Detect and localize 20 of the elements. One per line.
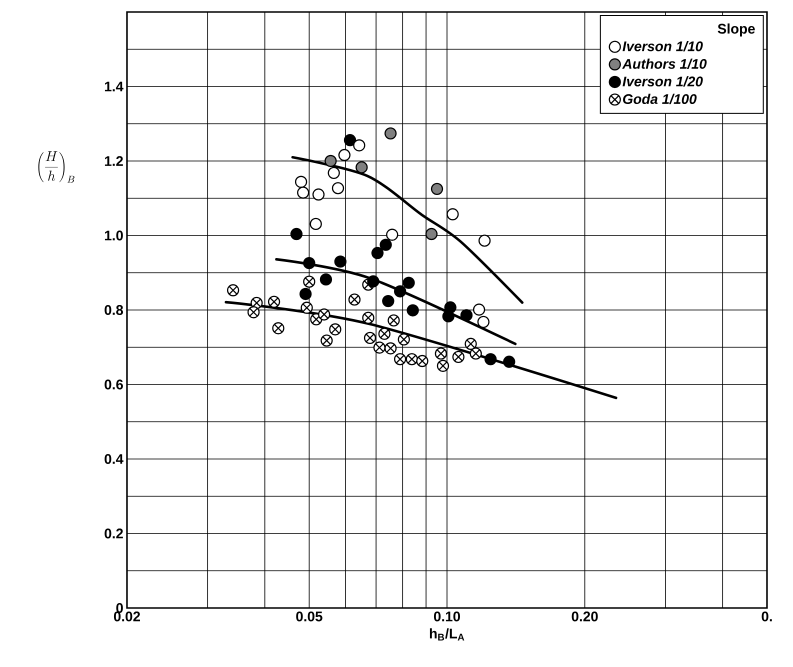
legend-title: Slope — [718, 23, 755, 36]
y-axis-title: $\left(\frac{H}{h}\right)_{B}$ — [38, 151, 74, 183]
x-tick-label: 0. — [762, 612, 772, 622]
legend-label: Iverson 1/20 — [622, 76, 703, 87]
legend-label: Goda 1/100 — [623, 94, 697, 104]
y-tick-label: 1.2 — [104, 156, 123, 166]
y-tick-label: 0.4 — [104, 454, 124, 464]
x-tick-label: 0.05 — [296, 612, 322, 622]
x-axis-title: h$_{B}$/L$_{A}$ — [430, 628, 464, 640]
y-tick-label: 1.4 — [104, 82, 124, 92]
y-tick-label: 0.8 — [104, 305, 124, 315]
legend-label: Iverson 1/10 — [622, 41, 703, 52]
x-tick-label: 0.20 — [572, 612, 598, 622]
x-tick-label: 0.10 — [434, 612, 460, 622]
y-tick-label: 1.0 — [104, 230, 123, 240]
y-tick-label: 0.2 — [104, 528, 123, 538]
legend-label: Authors 1/10 — [622, 58, 707, 69]
y-tick-label: 0 — [116, 603, 123, 613]
x-tick-label: 0.02 — [114, 612, 140, 622]
y-tick-label: 0.6 — [104, 380, 123, 390]
